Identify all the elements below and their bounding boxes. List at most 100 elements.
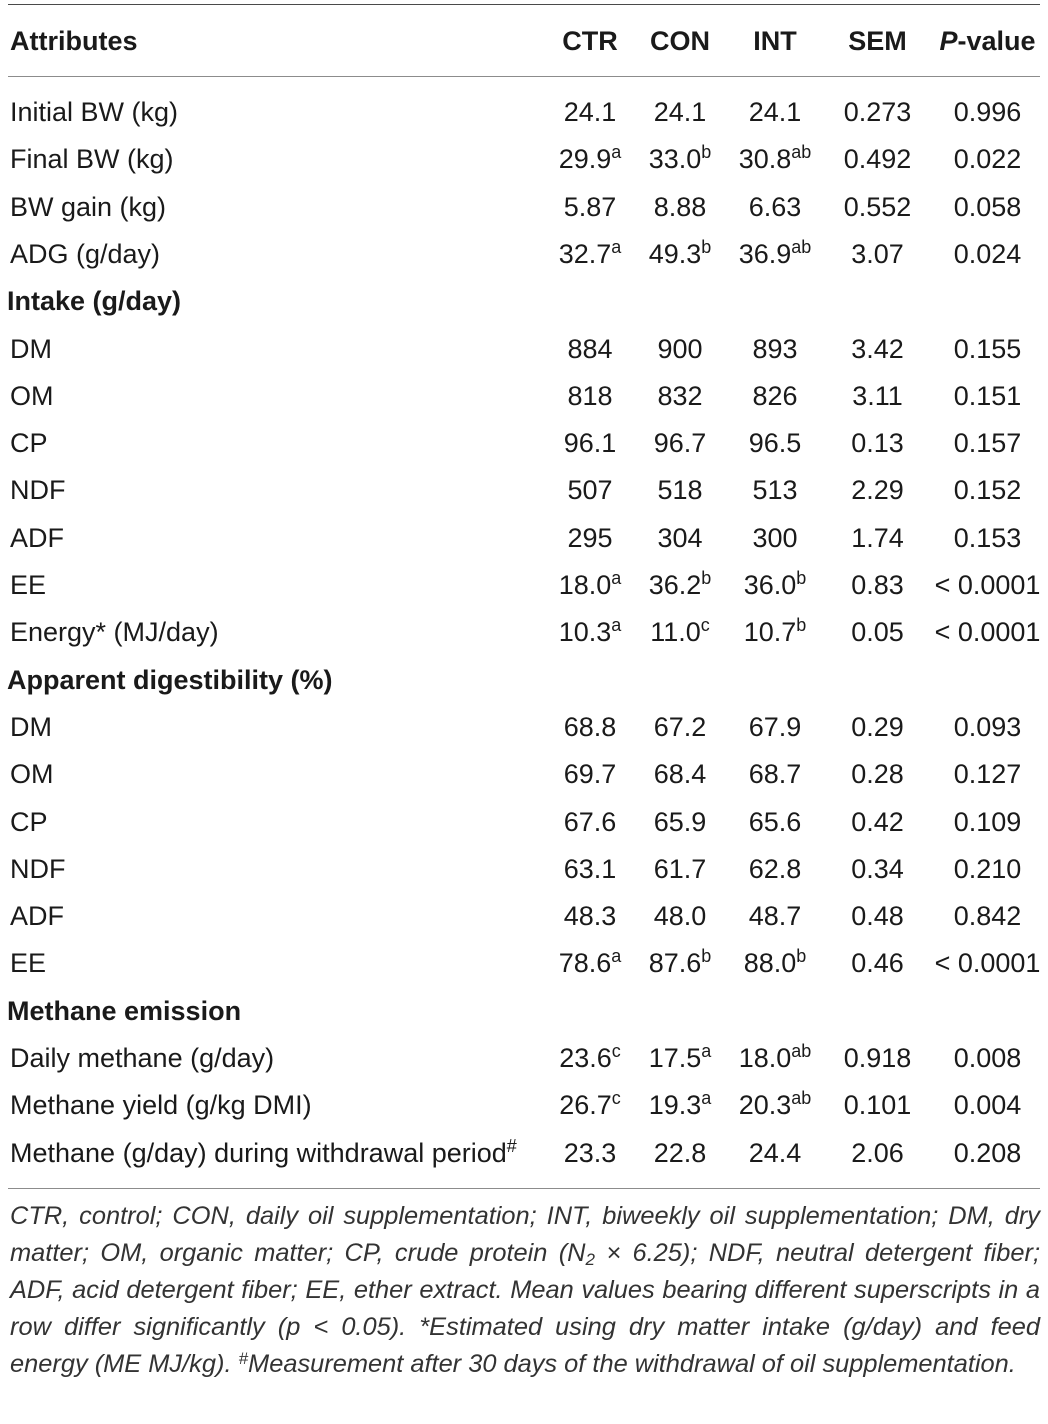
ctr-cell: 63.1 — [535, 846, 645, 896]
int-value: 96.5 — [748, 428, 802, 459]
ctr-value: 18.0 — [558, 570, 612, 600]
adg-row: ADG (g/day) 32.7a 49.3b 36.9ab 3.07 0.024 — [0, 231, 1048, 278]
header-attributes: Attributes — [10, 26, 138, 56]
footnote-text-3: Measurement after 30 days of the withdra… — [248, 1350, 1016, 1378]
row-label: ADG (g/day) — [10, 231, 160, 278]
con-value: 17.5 — [648, 1043, 702, 1073]
con-value: 304 — [657, 522, 703, 553]
int-value: 65.6 — [748, 806, 802, 837]
ctr-cell: 818 — [535, 373, 645, 423]
con-superscript: b — [701, 142, 712, 163]
intake-om-row: OM 818 832 826 3.11 0.151 — [0, 373, 1048, 420]
ctr-cell: 18.0a — [535, 562, 645, 612]
con-cell: 65.9 — [625, 799, 735, 849]
row-label-text: NDF — [10, 475, 66, 506]
int-value: 20.3 — [738, 1090, 792, 1121]
int-cell: 24.1 — [720, 89, 830, 139]
p-value-cell: < 0.0001 — [934, 948, 1041, 979]
p-value-cell: 0.058 — [953, 191, 1022, 222]
row-label: ADF — [10, 515, 64, 562]
p-value-cell: 0.157 — [953, 428, 1022, 459]
con-superscript: b — [701, 946, 712, 967]
int-cell: 893 — [720, 326, 830, 376]
top-rule — [8, 4, 1040, 5]
int-cell: 30.8ab — [720, 136, 830, 186]
header-p-letter: P — [939, 26, 958, 56]
con-value: 36.2 — [648, 570, 702, 600]
con-cell: 67.2 — [625, 704, 735, 754]
int-value: 62.8 — [748, 853, 802, 884]
con-value: 24.1 — [653, 97, 707, 127]
row-label-text: ADF — [10, 522, 64, 553]
int-value: 30.8 — [738, 144, 792, 175]
con-cell: 22.8 — [625, 1130, 735, 1180]
sem-cell: 3.11 — [852, 380, 903, 411]
con-value: 11.0 — [650, 617, 701, 648]
digest-dm-row: DM 68.8 67.2 67.9 0.29 0.093 — [0, 704, 1048, 751]
ctr-value: 5.87 — [563, 191, 617, 222]
ctr-cell: 69.7 — [535, 751, 645, 801]
int-superscript: ab — [791, 1088, 812, 1109]
con-cell: 33.0b — [625, 136, 735, 186]
int-cell: 48.7 — [720, 893, 830, 943]
p-value-cell: 0.008 — [953, 1043, 1022, 1073]
digest-ee-row: EE 78.6a 87.6b 88.0b 0.46 < 0.0001 — [0, 940, 1048, 987]
ctr-value: 69.7 — [563, 759, 617, 790]
row-label-text: Final BW (kg) — [10, 144, 174, 175]
ctr-value: 23.6 — [559, 1043, 612, 1073]
header-sem: SEM — [848, 26, 907, 56]
bw-gain-row: BW gain (kg) 5.87 8.88 6.63 0.552 0.058 — [0, 184, 1048, 231]
initial-bw-row: Initial BW (kg) 24.1 24.1 24.1 0.273 0.996 — [0, 89, 1048, 136]
int-cell: 68.7 — [720, 751, 830, 801]
row-label-text: ADF — [10, 901, 64, 932]
sem-cell: 3.42 — [851, 333, 904, 364]
p-value-cell: 0.093 — [953, 711, 1022, 742]
row-label: Energy* (MJ/day) — [10, 609, 219, 656]
con-cell: 49.3b — [625, 231, 735, 281]
table-footnote: CTR, control; CON, daily oil supplementa… — [10, 1198, 1040, 1385]
p-value-cell: 0.151 — [953, 380, 1022, 411]
row-label: Final BW (kg) — [10, 136, 174, 183]
p-value-cell: < 0.0001 — [934, 617, 1041, 648]
sem-cell: 0.273 — [843, 97, 912, 127]
ctr-value: 29.9 — [558, 144, 612, 175]
int-cell: 10.7b — [720, 609, 830, 659]
int-cell: 36.0b — [720, 562, 830, 612]
int-cell: 67.9 — [720, 704, 830, 754]
ctr-superscript: c — [611, 1041, 621, 1061]
ctr-value: 78.6 — [558, 948, 612, 979]
int-value: 826 — [752, 380, 798, 411]
row-label-text: EE — [10, 570, 47, 600]
row-label: Apparent digestibility (%) — [7, 657, 333, 704]
ctr-value: 63.1 — [563, 853, 617, 884]
sem-cell: 0.83 — [851, 570, 904, 600]
con-cell: 24.1 — [625, 89, 735, 139]
digest-cp-row: CP 67.6 65.9 65.6 0.42 0.109 — [0, 799, 1048, 846]
con-cell: 518 — [625, 467, 735, 517]
ctr-value: 48.3 — [563, 901, 617, 932]
p-value-cell: 0.152 — [953, 475, 1022, 506]
ctr-cell: 32.7a — [535, 231, 645, 281]
sem-cell: 1.74 — [851, 522, 904, 553]
ctr-superscript: a — [611, 142, 622, 163]
con-superscript: b — [701, 568, 712, 588]
sem-cell: 0.13 — [851, 428, 904, 459]
con-cell: 17.5a — [625, 1035, 735, 1085]
con-value: 68.4 — [653, 759, 707, 790]
row-label-text: Daily methane (g/day) — [10, 1043, 275, 1073]
sem-cell: 2.06 — [851, 1137, 904, 1168]
con-value: 96.7 — [653, 428, 707, 459]
p-value-cell: 0.022 — [953, 144, 1022, 175]
sem-cell: 0.34 — [851, 853, 904, 884]
row-label: ADF — [10, 893, 64, 940]
con-value: 49.3 — [648, 238, 702, 269]
row-label-text: DM — [10, 333, 52, 364]
int-value: 893 — [752, 333, 798, 364]
footnote-subscript: 2 — [585, 1250, 595, 1269]
header-ctr: CTR — [562, 26, 618, 56]
con-value: 832 — [657, 380, 703, 411]
ctr-value: 10.3 — [558, 617, 612, 648]
ctr-cell: 68.8 — [535, 704, 645, 754]
con-cell: 36.2b — [625, 562, 735, 612]
int-cell: 96.5 — [720, 420, 830, 470]
